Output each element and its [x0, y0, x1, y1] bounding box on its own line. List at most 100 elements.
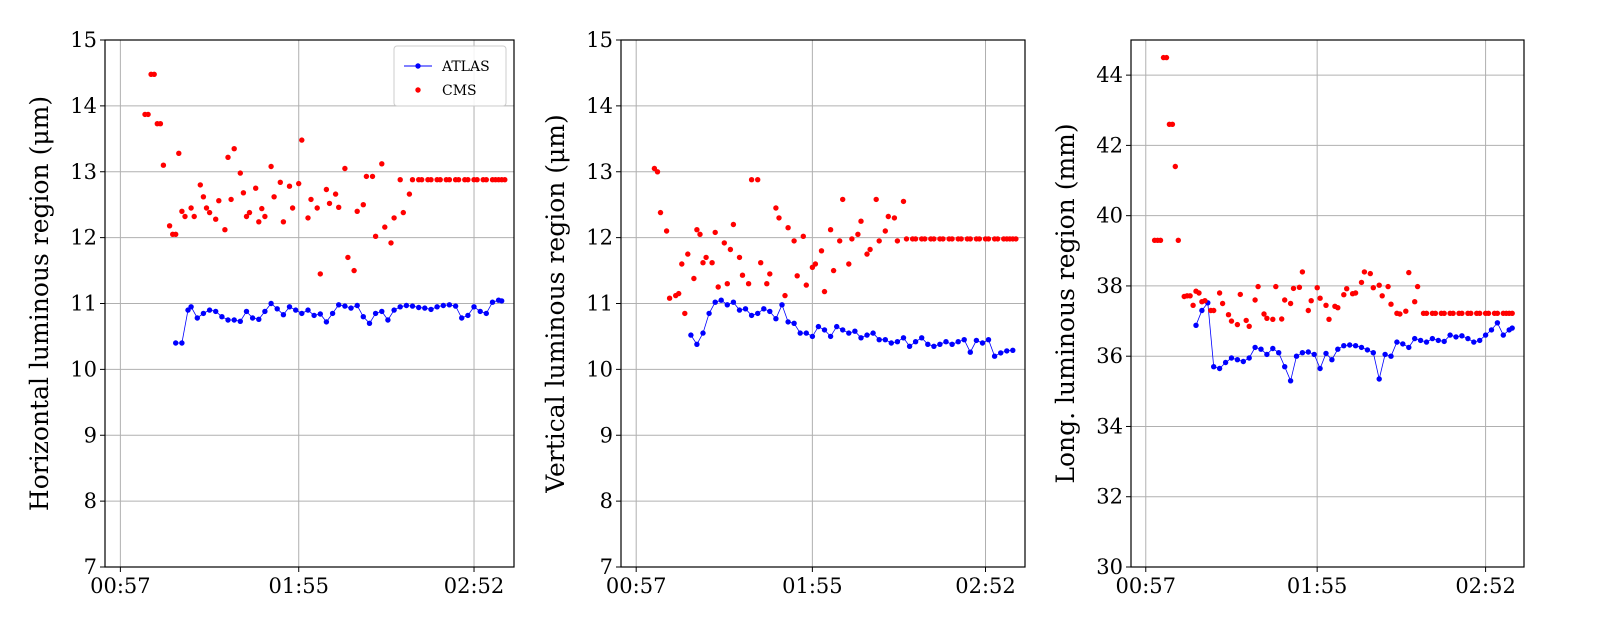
data-point	[477, 308, 483, 315]
data-point	[222, 227, 228, 233]
series-cms	[142, 71, 508, 277]
data-point	[256, 316, 262, 322]
data-point	[940, 236, 946, 242]
data-point	[1237, 291, 1244, 298]
data-point	[1364, 347, 1371, 353]
data-point	[995, 236, 1001, 242]
data-point	[1243, 317, 1249, 324]
data-point	[852, 328, 858, 334]
data-point	[1246, 323, 1252, 329]
data-point	[173, 340, 179, 346]
data-point	[1494, 320, 1501, 326]
data-point	[718, 297, 724, 303]
y-tick-label: 34	[1096, 414, 1123, 438]
data-point	[1228, 318, 1235, 324]
data-point	[1394, 339, 1400, 345]
data-point	[676, 290, 682, 297]
data-point	[864, 332, 870, 338]
data-point	[812, 261, 819, 267]
data-point	[1352, 290, 1359, 296]
data-point	[694, 227, 700, 233]
data-point	[666, 295, 673, 301]
data-point	[1468, 310, 1474, 316]
data-point	[688, 332, 694, 338]
data-point	[876, 238, 882, 244]
data-point	[949, 236, 955, 242]
data-point	[459, 315, 465, 321]
data-point	[391, 307, 397, 313]
data-point	[296, 180, 302, 187]
y-tick-label: 44	[1096, 63, 1123, 87]
data-point	[703, 254, 709, 261]
series-atlas	[173, 297, 505, 346]
data-point	[173, 231, 179, 237]
data-point	[764, 281, 770, 287]
y-tick-label: 7	[600, 555, 613, 579]
y-tick-label: 11	[70, 292, 97, 316]
data-point	[440, 302, 446, 309]
data-point	[151, 71, 157, 78]
data-point	[351, 267, 357, 274]
data-point	[815, 323, 822, 330]
data-point	[712, 229, 718, 236]
y-tick-label: 42	[1096, 133, 1123, 157]
data-point	[1370, 350, 1377, 356]
data-point	[706, 310, 712, 317]
data-point	[1403, 308, 1409, 314]
data-point	[691, 275, 697, 282]
data-point	[864, 251, 870, 257]
data-point	[846, 330, 852, 336]
data-point	[1370, 285, 1377, 291]
data-point	[409, 303, 416, 309]
data-point	[870, 330, 876, 336]
data-point	[900, 335, 907, 341]
x-tick-label: 01:55	[1287, 574, 1348, 598]
data-point	[1341, 292, 1347, 298]
data-point	[1400, 341, 1406, 347]
data-point	[1196, 290, 1202, 296]
legend-entry-cms: CMS	[415, 83, 477, 99]
data-point	[1252, 297, 1258, 303]
data-point	[736, 307, 743, 313]
data-point	[1270, 345, 1276, 352]
data-point	[1234, 357, 1241, 363]
data-point	[1494, 310, 1501, 316]
data-point	[483, 177, 489, 183]
data-point	[1471, 339, 1477, 345]
data-point	[1211, 364, 1217, 370]
data-point	[1299, 350, 1306, 356]
data-point	[1279, 316, 1285, 322]
data-point	[1500, 332, 1507, 338]
data-point	[849, 236, 855, 242]
data-point	[773, 205, 779, 211]
data-point	[846, 261, 852, 267]
data-point	[253, 185, 259, 191]
data-point	[985, 337, 992, 343]
data-point	[268, 163, 274, 170]
y-tick-label: 8	[84, 489, 97, 513]
data-point	[1246, 355, 1252, 361]
data-point	[758, 260, 764, 266]
x-tick-label: 00:57	[90, 574, 151, 598]
data-point	[219, 314, 225, 320]
y-tick-label: 10	[70, 357, 97, 381]
data-point	[739, 272, 746, 278]
data-point	[403, 302, 410, 309]
chart-panel-2: 7 8 9 10 11 12 13 14 15 00:57 01:55 02:52 Vertical l…	[541, 28, 1026, 598]
data-point	[1406, 269, 1412, 276]
x-tick-label: 02:52	[1455, 574, 1516, 598]
data-point	[243, 213, 250, 220]
data-point	[830, 267, 837, 274]
data-point	[277, 179, 283, 185]
data-point	[912, 236, 919, 242]
data-point	[231, 146, 237, 152]
data-point	[1329, 357, 1335, 363]
data-point	[1296, 284, 1303, 290]
data-point	[1211, 307, 1217, 314]
data-point	[1314, 285, 1320, 291]
data-point	[1261, 311, 1267, 317]
y-tick-label: 15	[586, 28, 613, 52]
x-tick-label: 01:55	[268, 574, 329, 598]
data-point	[323, 319, 330, 325]
x-tick-label: 00:57	[606, 574, 667, 598]
